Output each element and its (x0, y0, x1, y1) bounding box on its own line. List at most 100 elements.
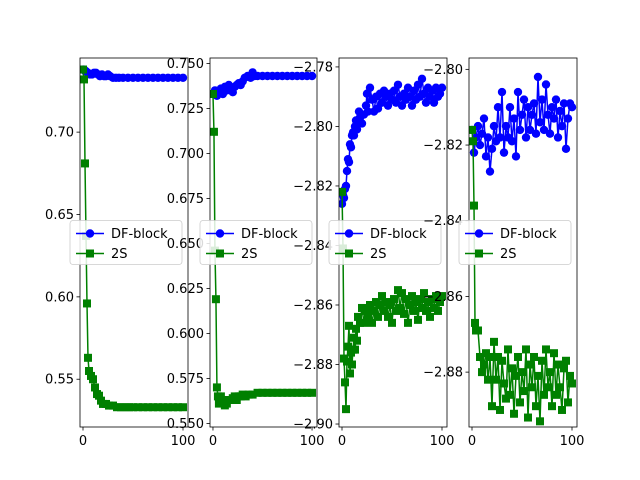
legend-swatch-marker (215, 229, 225, 238)
x-tick-label: 0 (338, 434, 346, 449)
subplot-2: 0 100 0.550 0.575 0.600 0.625 0.650 0.675 0.700 0… (167, 57, 325, 449)
data-point (149, 403, 157, 412)
y-tick-label: 0.700 (167, 147, 204, 162)
plot-area (339, 74, 447, 414)
data-point (557, 121, 567, 131)
data-point (519, 95, 529, 104)
data-point (533, 72, 543, 82)
x-tick-label: 0 (468, 434, 476, 449)
series-df-block (210, 68, 317, 101)
data-point (437, 83, 447, 92)
data-point (546, 368, 554, 377)
data-point (518, 368, 526, 377)
y-tick-label: −2.80 (293, 120, 333, 135)
data-point (505, 103, 515, 112)
data-point (248, 390, 257, 399)
data-point (421, 98, 431, 107)
legend-entry: 2S (465, 247, 517, 262)
y-tick-label: −2.84 (293, 239, 333, 254)
subplot-3: 0 100−2.90−2.88−2.86−2.84−2.82−2.80−2.78D… (293, 57, 454, 449)
data-point (562, 356, 570, 365)
data-point (210, 90, 217, 98)
data-point (478, 368, 486, 377)
data-point (431, 83, 441, 92)
data-point (523, 103, 533, 112)
data-point (351, 345, 359, 354)
data-point (480, 360, 488, 369)
data-point (134, 403, 142, 412)
data-point (559, 99, 569, 108)
y-tick-label: −2.88 (423, 366, 463, 381)
data-point (402, 295, 410, 304)
data-point (474, 326, 482, 335)
plot-area (469, 72, 577, 426)
data-point (532, 402, 540, 411)
data-point (210, 127, 218, 136)
data-point (388, 318, 396, 327)
legend-entry: 2S (206, 247, 258, 262)
legend-label: DF-block (241, 227, 298, 242)
y-tick-label: −2.80 (423, 63, 463, 78)
data-point (484, 375, 492, 384)
y-tick-label: −2.86 (293, 298, 333, 313)
data-point (283, 388, 292, 397)
legend-label: 2S (500, 247, 517, 262)
y-tick-label: 0.600 (167, 327, 204, 342)
data-point (521, 133, 531, 142)
data-point (80, 65, 87, 74)
data-point (554, 360, 562, 369)
x-tick-label: 0 (79, 434, 87, 449)
data-point (288, 388, 297, 397)
data-point (497, 87, 507, 97)
data-point (511, 152, 521, 161)
data-point (376, 300, 384, 309)
data-point (352, 324, 360, 333)
y-tick-label: −2.86 (423, 290, 463, 305)
data-point (370, 306, 378, 315)
data-point (400, 309, 408, 318)
data-point (303, 388, 312, 397)
data-point (567, 103, 577, 112)
data-point (524, 413, 532, 422)
data-point (539, 125, 549, 135)
data-point (547, 103, 557, 112)
data-point (536, 417, 544, 426)
data-point (517, 110, 527, 119)
data-point (563, 114, 573, 123)
y-tick-label: 0.575 (167, 372, 204, 387)
data-point (483, 133, 493, 142)
x-tick-label: 0 (209, 434, 217, 449)
data-point (560, 364, 568, 373)
data-point (477, 129, 487, 138)
data-point (527, 110, 537, 119)
data-point (404, 318, 412, 327)
data-point (475, 140, 485, 150)
data-point (129, 403, 137, 412)
data-point (178, 73, 188, 82)
data-point (374, 312, 382, 321)
y-tick-label: 0.550 (167, 417, 204, 432)
data-point (500, 379, 508, 388)
data-point (409, 86, 419, 95)
data-point (390, 295, 398, 304)
data-point (169, 403, 177, 412)
y-tick-label: 0.55 (45, 373, 74, 388)
data-point (471, 318, 479, 327)
y-tick-label: 0.725 (167, 102, 204, 117)
data-point (545, 129, 555, 138)
data-point (263, 388, 272, 397)
data-point (544, 383, 552, 392)
plot-area (210, 68, 317, 410)
data-point (363, 107, 373, 116)
data-point (420, 289, 428, 298)
data-point (493, 103, 503, 112)
data-point (81, 159, 89, 168)
data-point (507, 137, 517, 146)
data-point (498, 356, 506, 365)
legend-entry: 2S (335, 247, 387, 262)
data-point (408, 292, 416, 301)
series-2s (469, 125, 576, 426)
legend-swatch-marker (85, 229, 95, 238)
data-point (407, 101, 417, 110)
data-point (469, 148, 479, 157)
